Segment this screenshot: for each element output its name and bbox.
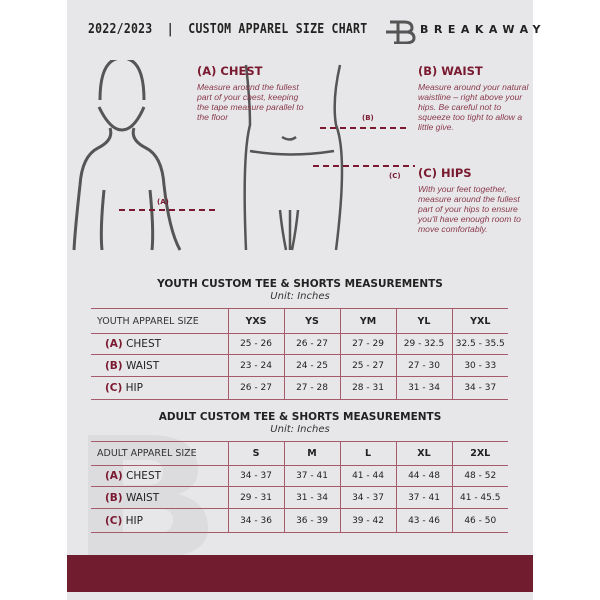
table-header-row: YOUTH APPAREL SIZE YXS YS YM YL YXL <box>91 308 508 334</box>
cell: 39 - 42 <box>339 508 396 533</box>
row-label-text: HIP <box>125 382 143 394</box>
cell: 23 - 24 <box>227 354 284 377</box>
cell: 24 - 25 <box>283 354 340 377</box>
cell: 28 - 31 <box>339 376 396 400</box>
cell: 48 - 52 <box>451 465 508 487</box>
waist-marker: (B) <box>362 114 374 122</box>
row-label: (C) HIP <box>91 377 228 400</box>
row-label-text: CHEST <box>126 338 162 350</box>
cell: 34 - 37 <box>451 376 508 400</box>
brand-name: BREAKAWAY <box>420 23 546 36</box>
cell: 29 - 31 <box>227 486 284 509</box>
cell: 37 - 41 <box>395 486 452 509</box>
row-letter: (C) <box>105 382 123 394</box>
table-row: (C) HIP 26 - 27 27 - 28 28 - 31 31 - 34 34 - … <box>91 376 508 400</box>
header-cell: M <box>283 441 340 466</box>
row-label-text: WAIST <box>125 359 160 372</box>
waist-description: Measure around your natural waistline – … <box>418 82 529 132</box>
cell: 32.5 - 35.5 <box>451 333 508 355</box>
table-header-row: ADULT APPAREL SIZE S M L XL 2XL <box>91 441 508 466</box>
cell: 26 - 27 <box>227 376 284 400</box>
row-letter: (B) <box>105 491 123 504</box>
header-cell: YS <box>283 308 340 334</box>
cell: 29 - 32.5 <box>395 333 452 355</box>
cell: 27 - 28 <box>283 376 340 400</box>
header-cell: XL <box>395 441 452 466</box>
hips-heading: (C) HIPS <box>418 166 472 180</box>
row-letter: (C) <box>105 514 123 527</box>
table-row: (A) CHEST 34 - 37 37 - 41 41 - 44 44 - 48 48 … <box>91 465 508 487</box>
cell: 46 - 50 <box>451 508 508 533</box>
table-row: (A) CHEST 25 - 26 26 - 27 27 - 29 29 - 32.5 3… <box>91 333 508 355</box>
header-cell: 2XL <box>451 441 508 466</box>
header-cell: YL <box>395 308 452 334</box>
cell: 30 - 33 <box>451 354 508 377</box>
cell: 44 - 48 <box>395 465 452 487</box>
cell: 31 - 34 <box>395 376 452 400</box>
footer-band <box>67 555 533 592</box>
cell: 36 - 39 <box>283 508 340 533</box>
cell: 25 - 26 <box>227 333 284 355</box>
row-label-text: CHEST <box>126 470 162 482</box>
header-cell: YOUTH APPAREL SIZE <box>97 315 199 327</box>
row-label: (A) CHEST <box>91 466 228 487</box>
adult-size-table: ADULT APPAREL SIZE S M L XL 2XL (A) CHES… <box>91 441 508 533</box>
cell: 34 - 37 <box>227 465 284 487</box>
watermark-logo-icon <box>88 435 208 558</box>
cell: 27 - 29 <box>339 333 396 355</box>
row-letter: (B) <box>105 359 123 372</box>
cell: 41 - 44 <box>339 465 396 487</box>
body-diagram <box>72 60 415 251</box>
youth-table-title: YOUTH CUSTOM TEE & SHORTS MEASUREMENTS <box>157 278 443 290</box>
cell: 27 - 30 <box>395 354 452 377</box>
adult-table-title: ADULT CUSTOM TEE & SHORTS MEASUREMENTS <box>158 411 442 423</box>
row-label: (A) CHEST <box>91 334 228 355</box>
chest-marker: (A) <box>157 198 169 206</box>
cell: 41 - 45.5 <box>451 486 508 509</box>
header-cell: YXL <box>451 308 508 334</box>
hips-marker: (C) <box>389 172 401 180</box>
page-title: 2022/2023 | CUSTOM APPAREL SIZE CHART <box>88 21 368 37</box>
table-row: (B) WAIST 29 - 31 31 - 34 34 - 37 37 - 41 41 … <box>91 486 508 509</box>
cell: 34 - 37 <box>339 486 396 509</box>
header-cell: S <box>227 441 284 466</box>
chest-heading: (A) CHEST <box>197 64 263 78</box>
row-label-text: HIP <box>125 514 143 527</box>
adult-unit: Unit: Inches <box>270 424 330 435</box>
row-letter: (A) <box>105 470 123 482</box>
youth-unit: Unit: Inches <box>270 291 330 302</box>
cell: 26 - 27 <box>283 333 340 355</box>
header-cell: YXS <box>227 308 284 334</box>
table-row: (C) HIP 34 - 36 36 - 39 39 - 42 43 - 46 46 - … <box>91 508 508 533</box>
header-cell: YM <box>339 308 396 334</box>
row-label-text: WAIST <box>125 491 160 504</box>
header-cell: L <box>339 441 396 466</box>
table-row: (B) WAIST 23 - 24 24 - 25 25 - 27 27 - 30 30 … <box>91 354 508 377</box>
row-label: (B) WAIST <box>91 355 228 377</box>
cell: 31 - 34 <box>283 486 340 509</box>
cell: 43 - 46 <box>395 508 452 533</box>
row-label: (C) HIP <box>91 509 228 533</box>
cell: 37 - 41 <box>283 465 340 487</box>
breakaway-logo-icon <box>386 20 416 44</box>
youth-size-table: YOUTH APPAREL SIZE YXS YS YM YL YXL (A) … <box>91 308 508 400</box>
waist-heading: (B) WAIST <box>418 64 483 78</box>
header-cell: ADULT APPAREL SIZE <box>97 448 197 459</box>
hips-description: With your feet together, measure around … <box>418 184 521 234</box>
chest-description: Measure around the fullest part of your … <box>197 82 304 122</box>
cell: 25 - 27 <box>339 354 396 377</box>
row-letter: (A) <box>105 338 123 350</box>
row-label: (B) WAIST <box>91 487 228 509</box>
cell: 34 - 36 <box>227 508 284 533</box>
